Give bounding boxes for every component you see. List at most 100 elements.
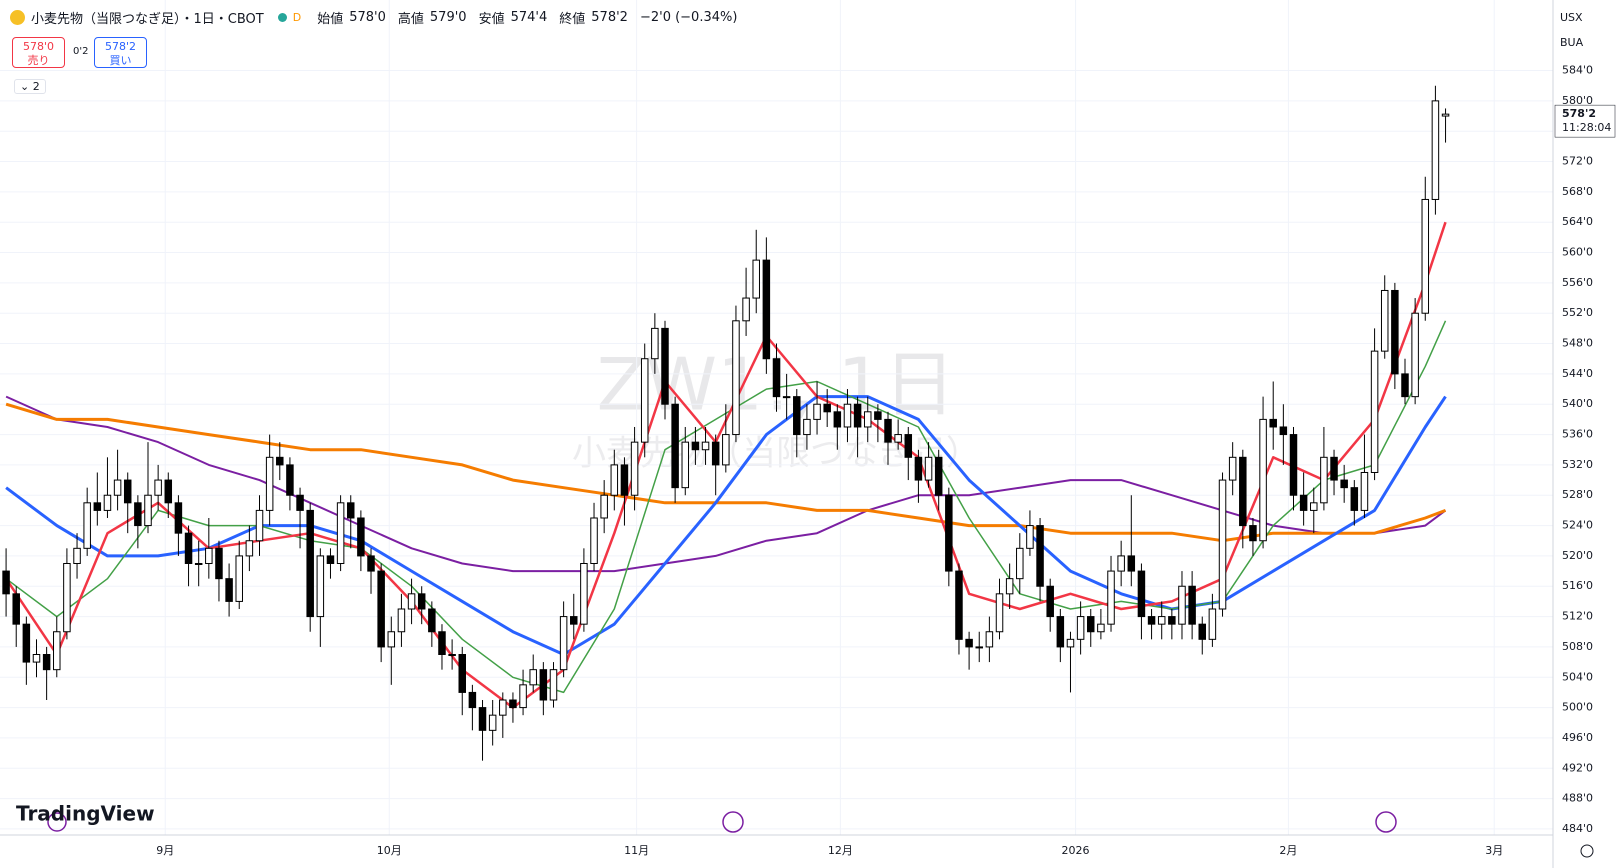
candle-body [853,403,862,428]
candle-body [1310,502,1318,511]
candle-body [1421,198,1430,314]
symbol[interactable]: 小麦先物（当限つなぎ足）・1日・CBOT [31,12,264,27]
moving-average-line [5,395,1447,573]
candle-body [12,593,20,625]
candle-body [1239,456,1247,527]
candle-body [509,699,517,709]
candle-body [346,502,355,519]
y-tick-label: 544'0 [1562,367,1593,380]
candle-body [539,669,548,701]
candle-body [1289,434,1298,496]
candle-body [265,456,274,511]
buy-button[interactable]: 578'2 買い [94,37,147,68]
y-tick-label: 560'0 [1562,246,1593,259]
candle-body [63,562,71,633]
candle-body [164,479,173,504]
y-tick-label: 500'0 [1562,701,1593,714]
y-tick-label: 556'0 [1562,276,1593,289]
candle-body [813,403,821,420]
candle-body [286,464,294,496]
candle-body [225,578,233,602]
last-price-label: 578'2 [1562,107,1596,120]
event-icon[interactable] [722,811,744,833]
candle-body [580,562,588,625]
candle-body [975,646,983,649]
status-dot [277,13,287,22]
candle-body [995,593,1004,633]
buy-label: 買い [109,54,132,67]
candle-body [934,456,943,496]
candle-body [772,358,781,398]
x-tick-label: 2月 [1279,844,1297,857]
candle-body [1249,525,1257,542]
candle-body [1086,616,1095,633]
event-icon[interactable] [47,812,67,832]
candle-body [184,532,193,564]
candle-body [549,669,558,701]
candle-body [1016,547,1024,580]
event-icon[interactable] [1375,811,1397,833]
y-tick-label: 580'0 [1562,94,1593,107]
candle-body [1066,638,1075,648]
candle-body [752,259,760,299]
status-d: D [292,11,302,24]
low-label: 安値 [478,12,505,27]
candle-body [722,434,730,466]
candle-body [1218,479,1227,610]
candle-body [83,502,91,549]
x-tick-label: 2026 [1062,844,1090,857]
open-value: 578'0 [349,10,386,25]
candle-body [1208,608,1217,640]
candle-body [590,517,598,564]
candle-body [742,297,750,322]
sell-button[interactable]: 578'0 売り [12,37,65,68]
candle-body [732,320,740,436]
countdown: 11:28:04 [1562,121,1611,134]
candle-body [357,517,365,557]
candle-body [1036,525,1044,587]
close-value: 578'2 [591,10,628,25]
x-tick-label: 11月 [624,844,649,857]
settings-icon[interactable] [1580,844,1594,858]
candle-body [793,396,801,436]
y-tick-label: 512'0 [1562,610,1593,623]
candle-body [42,654,51,671]
candle-body [1198,623,1207,640]
candle-body [529,669,537,686]
candle-body [894,434,902,443]
moving-average-line [5,395,1447,656]
candle-body [103,494,112,511]
candle-body [1299,494,1308,511]
sell-label: 売り [27,54,50,67]
candle-body [296,494,304,511]
candle-body [73,547,81,564]
change: −2'0 (−0.34%) [639,10,738,25]
candle-body [1370,350,1379,473]
x-tick-label: 9月 [156,844,174,857]
candle-body [843,403,852,428]
candle-body [316,555,325,618]
sell-price: 578'0 [22,40,55,53]
candle-body [336,502,345,564]
candle-body [235,555,243,602]
currency[interactable]: USX [1560,11,1583,24]
candle-body [194,562,203,565]
last-price-box [1554,104,1616,138]
candle-body [1117,555,1125,572]
candle-body [863,411,872,428]
candle-body [1431,100,1440,200]
y-tick-label: 552'0 [1562,306,1593,319]
y-tick-label: 532'0 [1562,458,1593,471]
candle-body [377,570,385,648]
y-tick-label: 584'0 [1562,64,1593,77]
plot-area [0,0,1553,835]
y-tick-label: 520'0 [1562,549,1593,562]
indicator-toggle[interactable]: ⌄ 2 [14,79,46,94]
candle-body [610,464,619,496]
unit[interactable]: BUA [1560,36,1584,49]
candle-body [478,707,487,731]
candle-body [701,441,710,451]
symbol-icon [10,10,25,25]
